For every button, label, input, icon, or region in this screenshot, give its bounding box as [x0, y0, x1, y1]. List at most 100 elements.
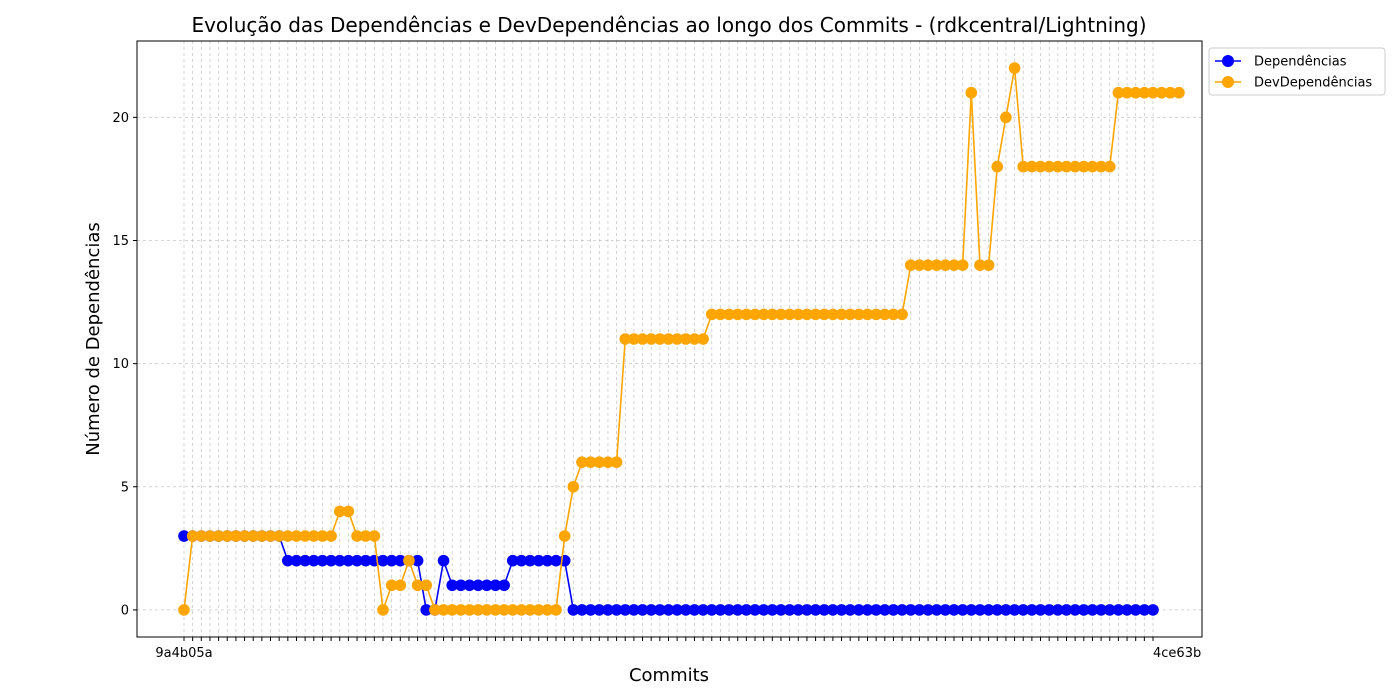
data-point-devdependencias — [904, 259, 917, 271]
data-point-dependencias — [904, 604, 917, 616]
y-axis-ticks: 0 5 10 15 20 — [112, 111, 137, 618]
data-point-dependencias — [705, 604, 718, 616]
data-point-devdependencias — [792, 308, 805, 321]
data-point-dependencias — [307, 554, 320, 567]
data-point-dependencias — [1121, 604, 1133, 616]
data-point-devdependencias — [731, 308, 744, 321]
data-point-devdependencias — [1121, 86, 1133, 99]
series-devdependencias — [178, 62, 1185, 616]
data-point-devdependencias — [1138, 86, 1151, 99]
x-tick-label-last: 4ce63b — [1153, 646, 1201, 661]
data-point-devdependencias — [974, 259, 986, 271]
data-point-dependencias — [775, 604, 787, 616]
legend-marker-dependencias — [1222, 55, 1234, 67]
data-point-dependencias — [844, 604, 856, 616]
data-point-devdependencias — [472, 604, 484, 616]
data-point-devdependencias — [1069, 160, 1081, 173]
data-point-devdependencias — [446, 604, 459, 616]
data-point-devdependencias — [723, 308, 735, 321]
data-point-devdependencias — [558, 530, 571, 542]
data-point-dependencias — [1052, 604, 1064, 616]
x-axis-label: Commits — [629, 665, 709, 686]
data-point-devdependencias — [221, 530, 234, 542]
data-point-devdependencias — [740, 308, 753, 321]
data-point-devdependencias — [1026, 160, 1038, 173]
data-point-devdependencias — [506, 604, 519, 616]
data-point-devdependencias — [550, 604, 562, 616]
data-point-dependencias — [982, 604, 995, 616]
data-point-devdependencias — [896, 308, 908, 321]
legend: Dependências DevDependências — [1208, 47, 1386, 96]
data-point-devdependencias — [654, 333, 666, 345]
data-point-dependencias — [1060, 604, 1073, 616]
data-point-dependencias — [827, 604, 839, 616]
data-point-devdependencias — [282, 530, 294, 542]
data-point-devdependencias — [532, 604, 545, 616]
data-point-dependencias — [818, 604, 831, 616]
data-point-dependencias — [481, 579, 493, 592]
chart-title: Evolução das Dependências e DevDependênc… — [191, 13, 1146, 37]
data-point-devdependencias — [887, 308, 900, 321]
data-point-devdependencias — [204, 530, 216, 542]
data-point-dependencias — [792, 604, 805, 616]
data-point-dependencias — [654, 604, 666, 616]
data-point-devdependencias — [1008, 62, 1021, 74]
data-point-dependencias — [645, 604, 657, 616]
data-point-devdependencias — [1017, 160, 1030, 173]
data-point-dependencias — [282, 554, 294, 567]
data-point-devdependencias — [775, 308, 787, 321]
data-point-devdependencias — [844, 308, 856, 321]
data-point-devdependencias — [1095, 160, 1107, 173]
data-point-devdependencias — [593, 456, 606, 468]
data-point-devdependencias — [385, 579, 398, 592]
data-point-devdependencias — [247, 530, 260, 542]
data-point-dependencias — [1043, 604, 1055, 616]
data-point-devdependencias — [584, 456, 597, 468]
data-point-devdependencias — [1000, 111, 1012, 124]
data-point-dependencias — [472, 579, 484, 592]
data-point-devdependencias — [948, 259, 960, 271]
y-tick-label: 5 — [121, 480, 129, 495]
data-point-devdependencias — [913, 259, 926, 271]
data-point-devdependencias — [610, 456, 623, 468]
data-point-devdependencias — [498, 604, 510, 616]
data-point-dependencias — [178, 530, 190, 542]
data-point-dependencias — [532, 554, 545, 567]
data-point-devdependencias — [922, 259, 934, 271]
data-point-dependencias — [835, 604, 848, 616]
data-point-devdependencias — [256, 530, 268, 542]
data-point-dependencias — [359, 554, 372, 567]
data-point-devdependencias — [1164, 86, 1177, 99]
data-point-devdependencias — [697, 333, 709, 345]
data-point-dependencias — [1103, 604, 1116, 616]
y-tick-label: 10 — [112, 357, 129, 372]
data-point-dependencias — [688, 604, 701, 616]
data-point-devdependencias — [878, 308, 891, 321]
data-point-devdependencias — [394, 579, 407, 592]
data-point-devdependencias — [757, 308, 770, 321]
data-point-devdependencias — [368, 530, 381, 542]
data-point-dependencias — [463, 579, 476, 592]
plot-frame — [136, 40, 1203, 638]
data-point-devdependencias — [1129, 86, 1142, 99]
data-point-devdependencias — [351, 530, 363, 542]
data-point-dependencias — [930, 604, 943, 616]
data-point-dependencias — [766, 604, 779, 616]
data-point-dependencias — [1095, 604, 1107, 616]
data-point-devdependencias — [1034, 160, 1047, 173]
data-point-devdependencias — [688, 333, 701, 345]
data-point-dependencias — [1112, 604, 1125, 616]
data-point-dependencias — [325, 554, 337, 567]
data-point-dependencias — [749, 604, 761, 616]
data-point-devdependencias — [1112, 86, 1125, 99]
legend-label-devdependencias: DevDependências — [1254, 76, 1372, 91]
data-point-dependencias — [498, 579, 510, 592]
data-point-dependencias — [801, 604, 813, 616]
data-point-dependencias — [420, 604, 433, 616]
data-point-devdependencias — [333, 505, 346, 518]
data-point-devdependencias — [853, 308, 865, 321]
data-point-devdependencias — [1052, 160, 1064, 173]
data-point-dependencias — [1000, 604, 1012, 616]
data-point-devdependencias — [628, 333, 640, 345]
